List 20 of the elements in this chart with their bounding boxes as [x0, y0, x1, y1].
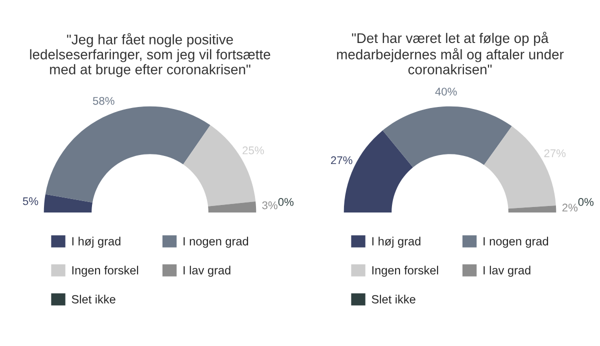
legend-label: I lav grad [184, 266, 230, 277]
legend-label: I høj grad [72, 236, 120, 248]
legend-label: Ingen forskel [72, 266, 138, 277]
legend-label: I nogen grad [184, 236, 248, 248]
data-label: 5% [22, 197, 38, 206]
data-label: 40% [435, 88, 457, 96]
data-label: 27% [331, 156, 352, 164]
legend-label: I lav grad [484, 266, 530, 277]
legend-label: I høj grad [372, 236, 420, 248]
text: 0% [278, 198, 294, 206]
text: 0% [578, 198, 594, 206]
data-label: 58% [92, 96, 114, 105]
legend-label: Ingen forskel [372, 266, 438, 277]
legend-label: I nogen grad [484, 236, 548, 248]
data-label: 2% [562, 204, 578, 212]
legend-label: Slet ikke [72, 294, 116, 304]
legend-label: Slet ikke [372, 294, 416, 304]
chart-title: "Jeg har fået nogle positive ledelseserfaringer, som jeg vil fortsætte med at bruge efter coronakrisen" [30, 33, 270, 78]
data-label: 3% [262, 201, 278, 210]
chart-title: "Det har været let at følge op på medarbejdernes mål og aftaler under coronakrisen" [337, 32, 564, 74]
